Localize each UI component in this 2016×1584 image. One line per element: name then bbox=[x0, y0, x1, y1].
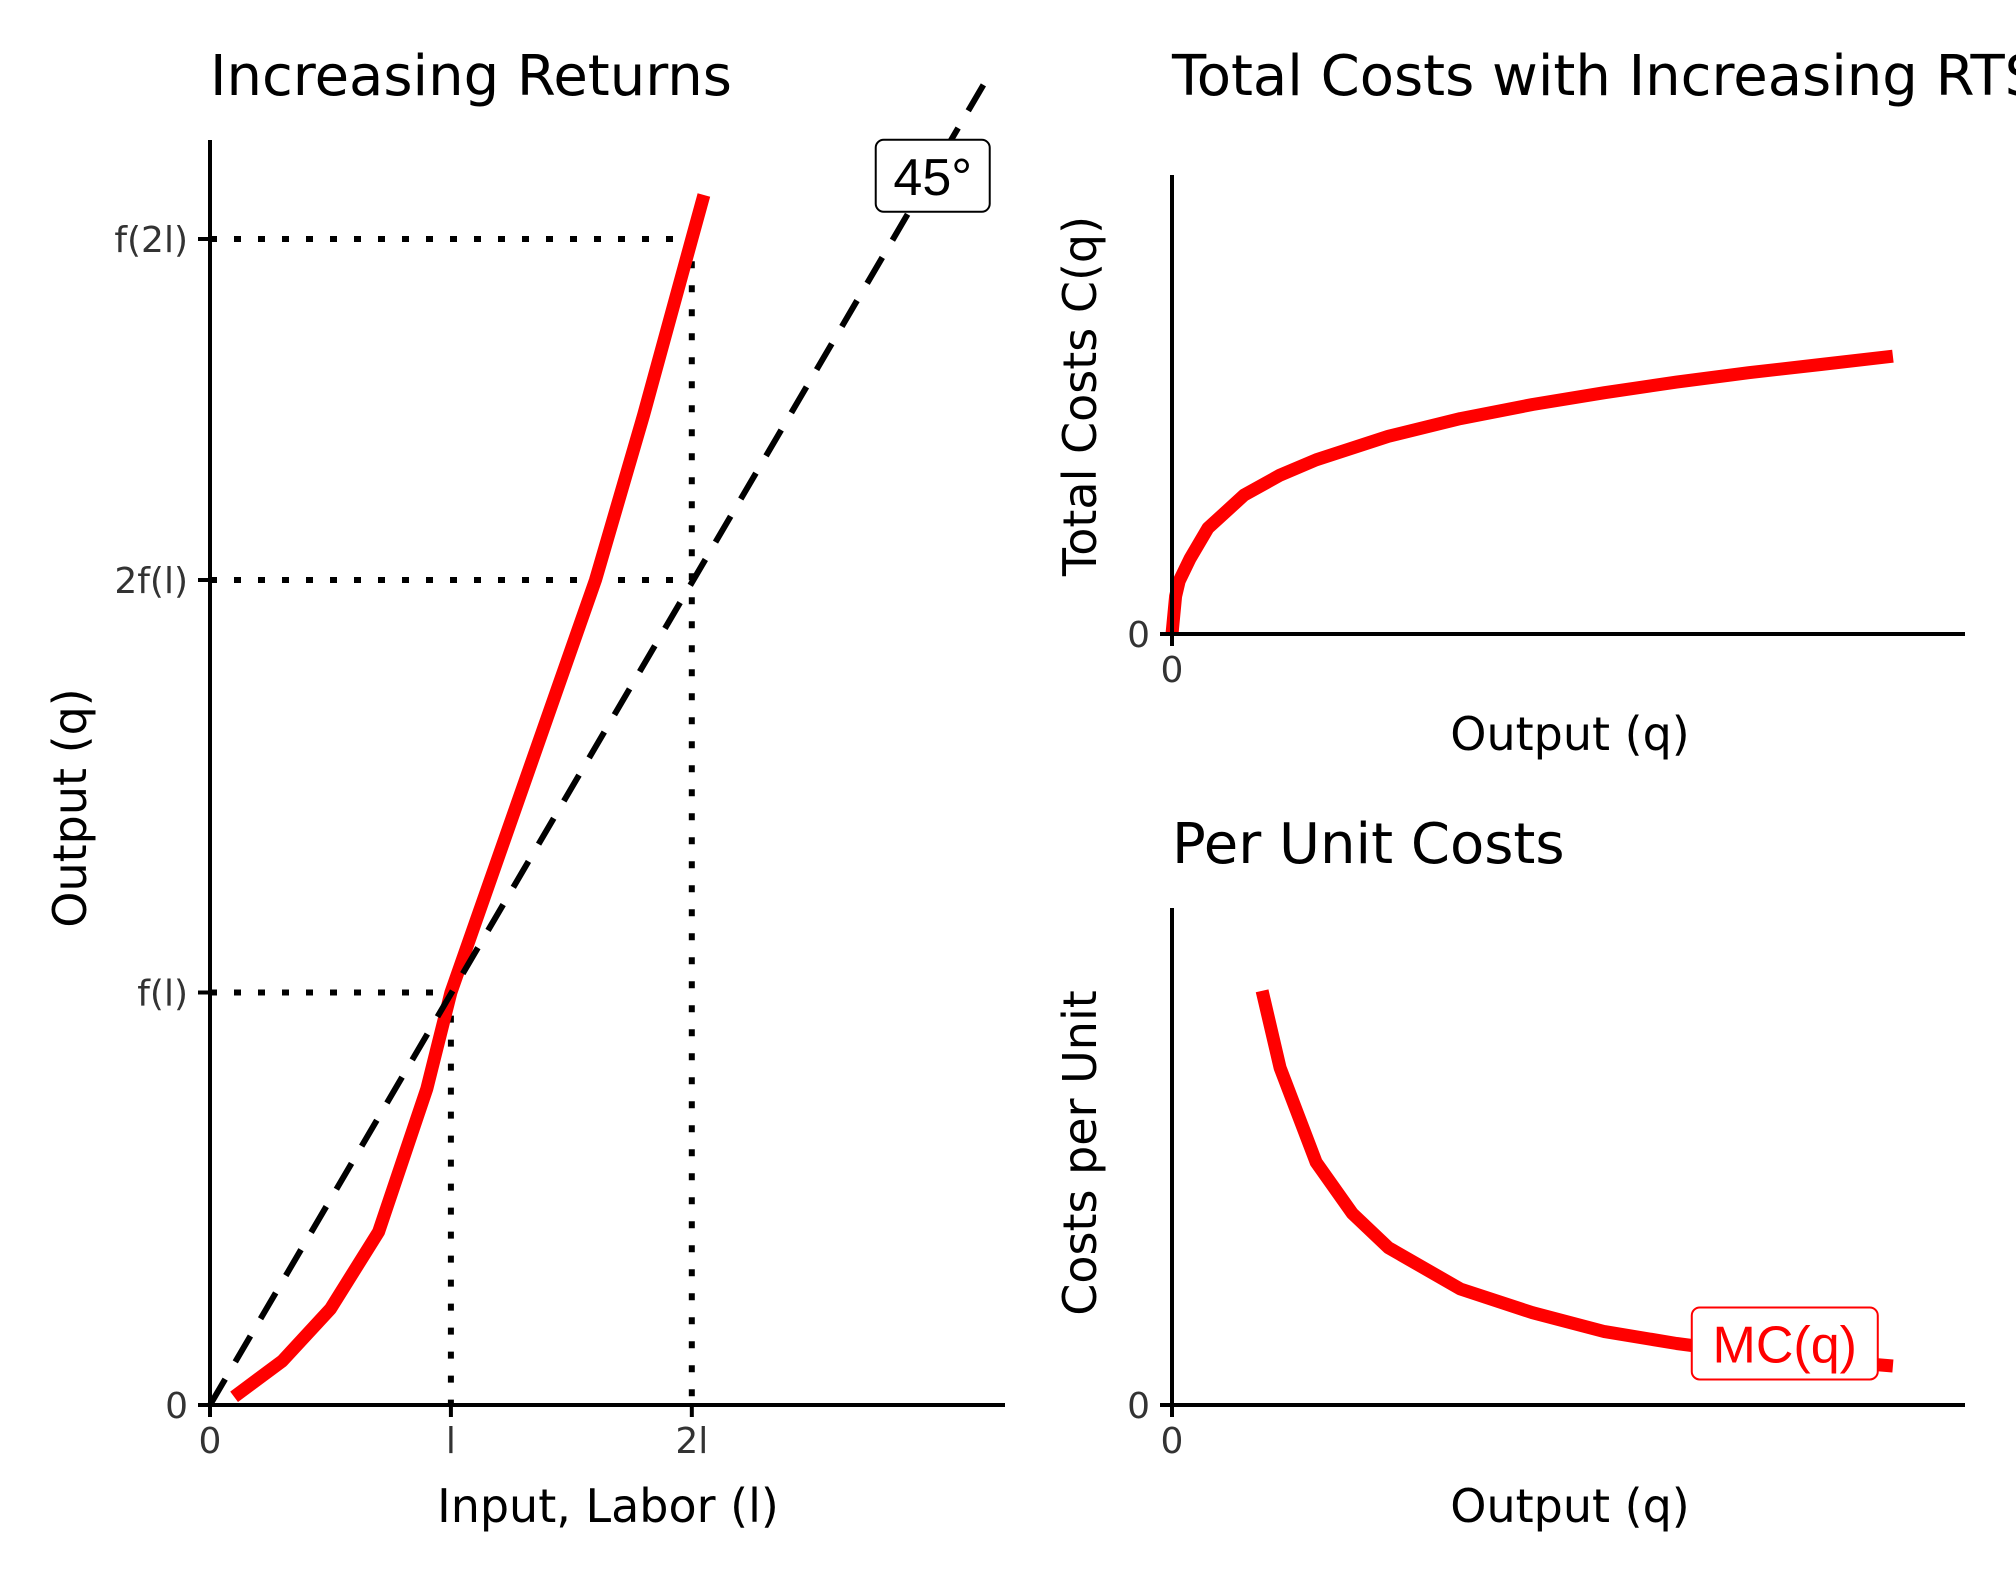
annotation-layer: 45° bbox=[874, 138, 991, 213]
x-axis-label: Input, Labor (l) bbox=[437, 1479, 779, 1533]
y-tick-label: 0 bbox=[1127, 1386, 1150, 1427]
x-tick-label: 0 bbox=[1161, 1421, 1184, 1462]
panel-title: Per Unit Costs bbox=[1172, 812, 1565, 877]
x-tick-label: 0 bbox=[1161, 650, 1184, 691]
label-text: MC(q) bbox=[1713, 1316, 1857, 1374]
y-tick-label: 0 bbox=[1127, 615, 1150, 656]
x-tick-label: 2l bbox=[675, 1421, 708, 1462]
x-axis-label: Output (q) bbox=[1450, 707, 1690, 761]
axes bbox=[1170, 908, 1965, 1407]
y-axis-label: Total Costs C(q) bbox=[1053, 216, 1107, 577]
tick-layer: 00 bbox=[1127, 615, 1183, 691]
dotted-guide-line bbox=[210, 236, 695, 1405]
y-tick-label: 0 bbox=[165, 1386, 188, 1427]
panel-title: Total Costs with Increasing RTS bbox=[1171, 44, 2016, 109]
tick-layer: 00 bbox=[1127, 1386, 1183, 1462]
series-layer bbox=[1165, 349, 1894, 635]
x-tick-label: 0 bbox=[199, 1421, 222, 1462]
panel-title: Increasing Returns bbox=[210, 44, 732, 109]
curve-line bbox=[1165, 349, 1894, 635]
x-tick-label: l bbox=[446, 1421, 456, 1462]
axes bbox=[1170, 175, 1965, 636]
panel-increasing-returns: Increasing Returns Input, Labor (l) Outp… bbox=[43, 44, 1005, 1533]
y-tick-label: f(l) bbox=[137, 974, 188, 1015]
diagonal-45-line bbox=[207, 66, 996, 1407]
curve-line bbox=[230, 193, 711, 1403]
guide-lines bbox=[210, 236, 695, 1405]
label-text: 45° bbox=[893, 149, 972, 207]
angle-label: 45° bbox=[874, 138, 991, 213]
label-box bbox=[874, 138, 991, 213]
axes bbox=[208, 140, 1005, 1407]
y-axis-label: Output (q) bbox=[43, 688, 97, 928]
y-tick-label: f(2l) bbox=[114, 220, 188, 261]
x-axis-label: Output (q) bbox=[1450, 1479, 1690, 1533]
panel-total-costs: Total Costs with Increasing RTS Output (… bbox=[1053, 44, 2016, 761]
label-box bbox=[1690, 1306, 1879, 1381]
series-layer bbox=[207, 66, 996, 1407]
tick-layer: 0 l 2l 0 f(l) 2f(l) f(2l) bbox=[114, 220, 708, 1462]
panel-per-unit-costs: Per Unit Costs Output (q) Costs per Unit… bbox=[1053, 812, 1965, 1533]
y-axis-label: Costs per Unit bbox=[1053, 990, 1107, 1316]
y-tick-label: 2f(l) bbox=[114, 561, 188, 602]
mc-label: MC(q) bbox=[1690, 1306, 1879, 1381]
annotation-layer: MC(q) bbox=[1690, 1306, 1879, 1381]
